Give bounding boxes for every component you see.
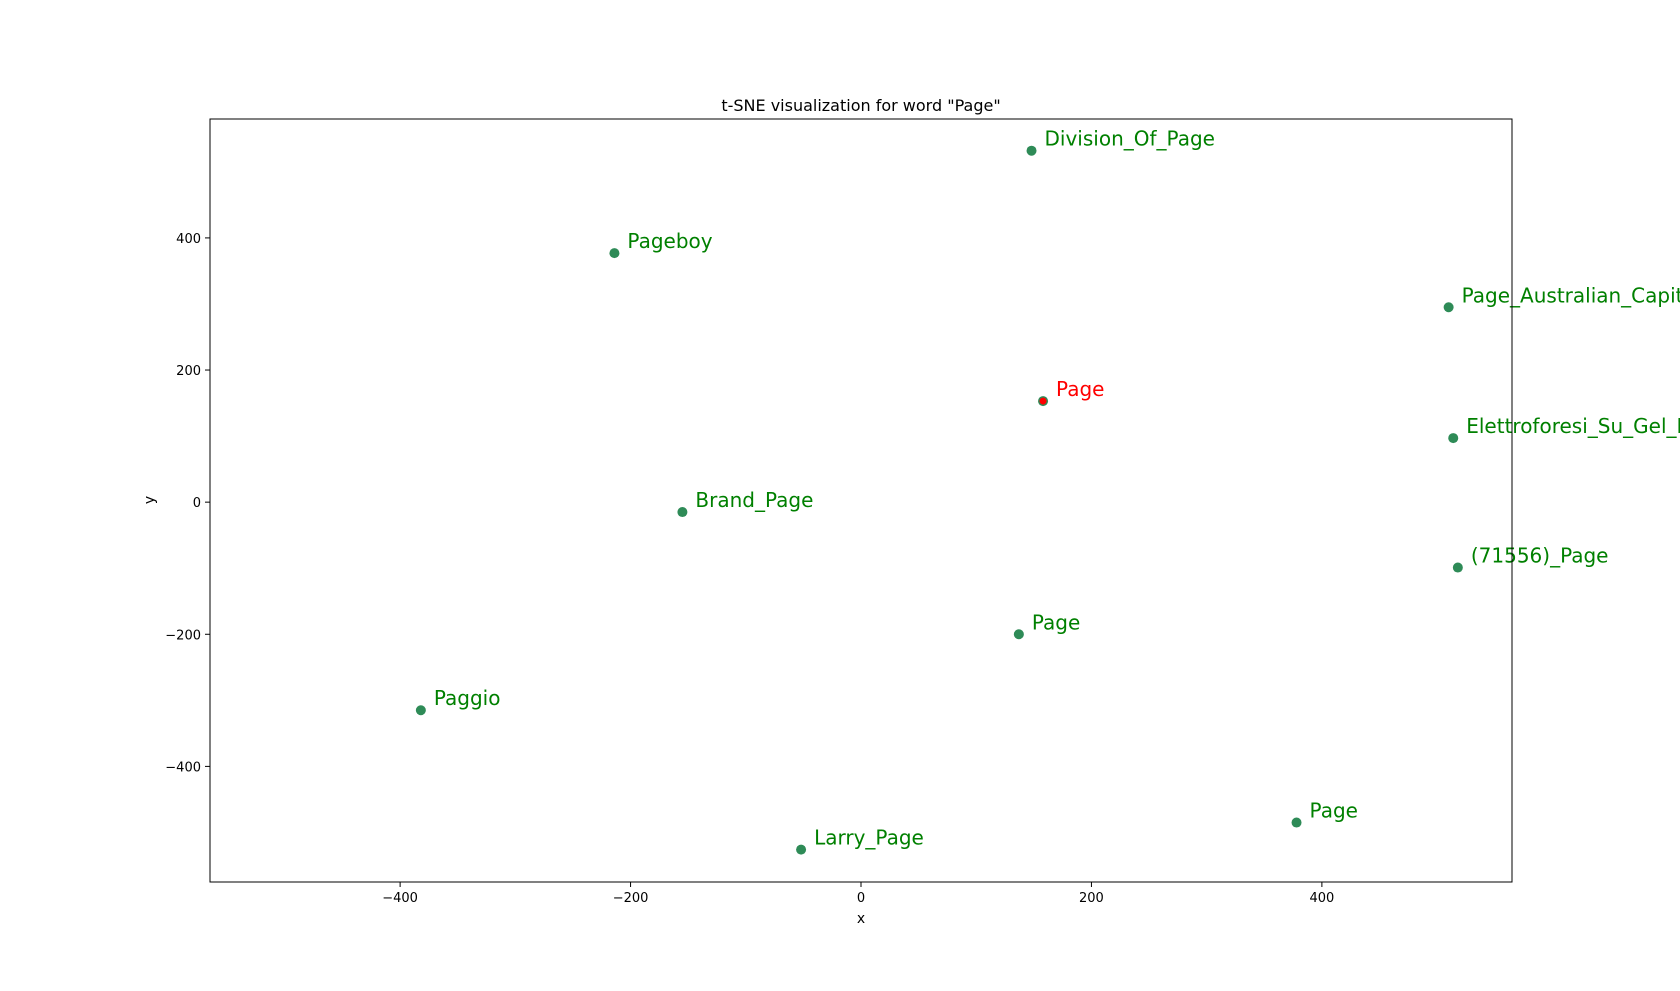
highlight-point-label: Page bbox=[1056, 377, 1104, 401]
y-tick-label: 200 bbox=[176, 364, 201, 379]
point-label: Brand_Page bbox=[695, 488, 813, 512]
point-label: Paggio bbox=[434, 686, 501, 710]
scatter-point bbox=[609, 248, 620, 259]
chart-title: t-SNE visualization for word "Page" bbox=[721, 96, 1000, 115]
point-label: Page bbox=[1310, 799, 1358, 823]
scatter-point bbox=[677, 507, 688, 518]
point-label: Larry_Page bbox=[814, 826, 924, 850]
point-label: Pageboy bbox=[627, 229, 712, 253]
point-label: Page_Australian_Capital_Territory bbox=[1462, 283, 1680, 307]
y-tick-label: 0 bbox=[193, 496, 201, 511]
scatter-point bbox=[796, 844, 807, 855]
x-tick-label: 200 bbox=[1079, 891, 1104, 906]
scatter-point bbox=[1291, 817, 1302, 828]
y-tick-label: −400 bbox=[165, 760, 201, 775]
x-tick-label: 0 bbox=[857, 891, 865, 906]
x-tick-label: −200 bbox=[613, 891, 649, 906]
x-tick-label: −400 bbox=[382, 891, 418, 906]
y-axis-title: y bbox=[142, 496, 158, 504]
scatter-point bbox=[1026, 145, 1037, 156]
scatter-point bbox=[1448, 433, 1459, 444]
x-tick-label: 400 bbox=[1309, 891, 1334, 906]
plot-area-frame bbox=[209, 118, 1513, 883]
point-label: Page bbox=[1032, 610, 1080, 634]
x-axis: −400 −200 0 200 400 bbox=[382, 882, 1334, 906]
point-label: (71556)_Page bbox=[1471, 544, 1609, 568]
scatter-point bbox=[1443, 302, 1454, 313]
y-tick-label: 400 bbox=[176, 232, 201, 247]
scatter-point bbox=[1013, 629, 1024, 640]
scatter-point bbox=[415, 705, 426, 716]
x-axis-title: x bbox=[857, 911, 865, 927]
scatter-point bbox=[1452, 562, 1463, 573]
point-label: Division_Of_Page bbox=[1045, 127, 1215, 151]
y-tick-label: −200 bbox=[165, 628, 201, 643]
point-label: Elettroforesi_Su_Gel_Di_Poliacrilammide bbox=[1466, 414, 1680, 438]
highlight-point-marker bbox=[1039, 397, 1047, 405]
data-layer: Division_Of_Page Pageboy Page_Australian_C… bbox=[415, 127, 1680, 855]
y-axis: −400 −200 0 200 400 bbox=[165, 232, 210, 775]
